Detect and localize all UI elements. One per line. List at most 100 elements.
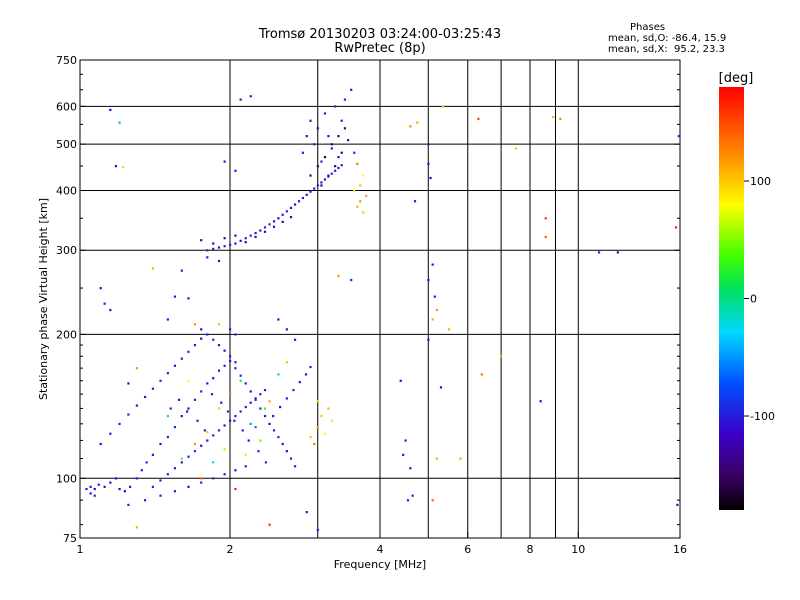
data-point (292, 388, 295, 392)
data-point (674, 226, 678, 229)
data-point (159, 442, 162, 446)
data-point (309, 174, 312, 177)
colorbar-tick-label: -100 (750, 410, 775, 423)
data-point (313, 187, 316, 190)
data-point (362, 211, 365, 214)
data-point (544, 217, 547, 220)
data-point (435, 457, 438, 460)
data-point (234, 242, 237, 245)
data-point (330, 172, 333, 175)
data-point (334, 169, 337, 172)
data-point (676, 503, 679, 507)
data-point (212, 461, 215, 464)
data-point (217, 407, 221, 410)
data-point (166, 414, 169, 418)
data-point (365, 194, 368, 197)
data-point (281, 442, 284, 446)
data-point (200, 337, 203, 340)
data-point (327, 174, 330, 177)
data-point (350, 278, 353, 282)
data-point (277, 318, 280, 321)
data-point (433, 295, 436, 298)
data-point (304, 373, 308, 376)
data-point (99, 442, 102, 446)
data-point (234, 487, 237, 491)
data-point (359, 200, 362, 203)
data-point (293, 465, 297, 468)
data-point (129, 485, 132, 488)
data-point (187, 379, 190, 382)
data-point (439, 386, 443, 389)
data-point (409, 125, 412, 128)
data-point (323, 156, 327, 159)
data-point (180, 414, 183, 418)
data-point (435, 308, 438, 312)
data-point (244, 405, 247, 409)
data-point (346, 139, 350, 142)
data-point (353, 189, 356, 192)
y-tick-label: 300 (56, 244, 77, 257)
data-point (552, 115, 555, 119)
data-point (241, 429, 244, 432)
data-point (298, 381, 301, 384)
data-point (223, 364, 226, 367)
data-point (316, 528, 319, 532)
stats-heading: Phases (630, 22, 666, 33)
colorbar-label: [deg] (719, 71, 754, 86)
data-point (212, 434, 215, 437)
data-point (293, 203, 297, 206)
data-point (193, 442, 197, 446)
data-point (229, 328, 232, 331)
stats-x-mode: mean, sd,X: 95.2, 23.3 (608, 44, 725, 55)
data-point (193, 323, 197, 326)
data-point (193, 344, 197, 347)
y-tick-label: 500 (56, 138, 77, 151)
data-point (206, 430, 209, 434)
data-point (180, 357, 183, 360)
y-tick-label: 75 (63, 532, 77, 545)
data-point (151, 485, 155, 488)
data-point (427, 338, 430, 341)
data-point (313, 143, 316, 146)
data-point (217, 259, 221, 263)
data-point (293, 338, 297, 341)
data-point (272, 225, 276, 228)
data-point (334, 165, 337, 168)
data-point (316, 127, 319, 130)
data-point (281, 213, 284, 216)
data-point (187, 407, 190, 410)
data-point (309, 190, 312, 193)
data-point (234, 469, 237, 472)
data-point (127, 382, 130, 385)
data-point (257, 450, 260, 453)
data-point (677, 135, 680, 138)
data-point (89, 492, 92, 495)
data-point (109, 481, 112, 484)
data-point (151, 453, 155, 456)
data-point (217, 369, 221, 372)
data-points (85, 88, 680, 532)
data-point (118, 422, 121, 426)
data-point (177, 398, 181, 401)
data-point (109, 108, 112, 112)
data-point (330, 147, 333, 150)
x-tick-label: 2 (227, 543, 234, 556)
data-point (254, 426, 257, 429)
data-point (313, 442, 316, 446)
data-point (289, 457, 293, 460)
data-point (159, 479, 162, 482)
data-point (143, 499, 147, 502)
data-point (180, 457, 183, 460)
data-point (343, 98, 347, 101)
y-tick-label: 750 (56, 54, 77, 67)
data-point (140, 469, 143, 472)
data-point (316, 184, 319, 187)
data-point (212, 477, 215, 480)
data-point (272, 220, 276, 223)
data-point (327, 135, 330, 138)
data-point (234, 414, 237, 418)
x-tick-label: 16 (673, 543, 687, 556)
data-point (234, 169, 237, 172)
data-point (359, 184, 362, 187)
data-point (93, 487, 96, 491)
